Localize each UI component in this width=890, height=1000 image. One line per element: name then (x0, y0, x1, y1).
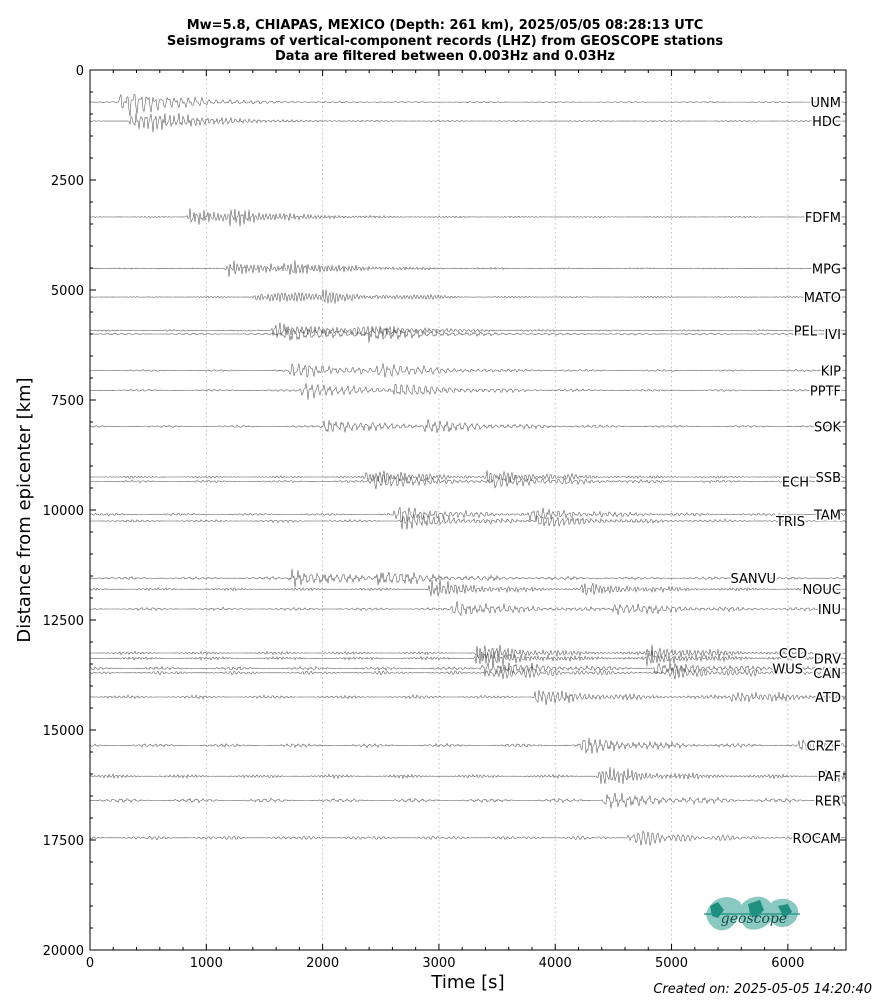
trace-can (89, 665, 847, 680)
trace-tam (89, 506, 847, 523)
axes: 0 1000 2000 3000 4000 5000 6000 0 2500 5000 7500 10… (43, 64, 847, 971)
grid-lines (205, 70, 789, 950)
trace-kip (89, 363, 846, 378)
x-tick-label-0: 0 (86, 956, 94, 971)
trace-sok (89, 419, 847, 433)
station-label-drv: DRV (814, 652, 841, 667)
geoscope-logo: geoscope (704, 896, 800, 931)
y-tick-label-1: 2500 (51, 174, 84, 189)
station-label-ssb: SSB (816, 471, 841, 486)
x-tick-label-2: 2000 (306, 956, 339, 971)
trace-rer (89, 792, 847, 809)
trace-pel (89, 322, 847, 338)
trace-mato (89, 289, 847, 304)
trace-atd (89, 690, 847, 706)
station-label-rocam: ROCAM (793, 832, 841, 847)
station-label-can: CAN (813, 667, 841, 682)
trace-ssb (89, 470, 847, 484)
station-label-ivi: IVI (824, 328, 841, 343)
trace-ivi (89, 326, 847, 343)
trace-wus (89, 659, 847, 677)
trace-sanvu (89, 568, 847, 588)
station-label-inu: INU (818, 603, 841, 618)
x-tick-label-1: 1000 (190, 956, 223, 971)
y-tick-label-5: 12500 (43, 614, 84, 629)
station-label-hdc: HDC (812, 115, 841, 130)
trace-inu (89, 600, 847, 617)
trace-tris (89, 513, 846, 530)
trace-drv (89, 649, 847, 667)
station-label-nouc: NOUC (802, 583, 841, 598)
station-label-kip: KIP (821, 365, 841, 380)
created-timestamp: Created on: 2025-05-05 14:20:40 (653, 982, 872, 997)
trace-ccd (89, 644, 847, 660)
x-tick-label-4: 4000 (539, 956, 572, 971)
y-tick-label-6: 15000 (43, 724, 84, 739)
seismogram-traces (89, 93, 847, 846)
station-label-sanvu: SANVU (730, 572, 776, 587)
y-tick-label-4: 10000 (43, 504, 84, 519)
trace-rocam (89, 830, 847, 846)
station-label-mato: MATO (804, 291, 841, 306)
y-tick-label-3: 7500 (51, 394, 84, 409)
trace-crzf (89, 737, 847, 754)
station-label-wus: WUS (772, 662, 803, 677)
station-label-fdfm: FDFM (805, 211, 841, 226)
trace-mpg (90, 260, 847, 277)
x-tick-label-6: 6000 (771, 956, 804, 971)
station-label-pptf: PPTF (810, 384, 841, 399)
x-tick-label-5: 5000 (655, 956, 688, 971)
station-label-sok: SOK (814, 420, 841, 435)
trace-ech (89, 474, 847, 490)
station-label-tam: TAM (813, 508, 841, 523)
station-label-pel: PEL (794, 324, 818, 339)
station-label-unm: UNM (811, 96, 841, 111)
chart-title: Mw=5.8, CHIAPAS, MEXICO (Depth: 261 km),… (0, 18, 890, 65)
y-tick-label-0: 0 (76, 64, 84, 79)
title-line-2: Seismograms of vertical-component record… (166, 33, 724, 49)
station-labels: UNM HDC FDFM MPG MATO PEL IVI KIP PPTF SOK SSB ECH T… (729, 95, 843, 849)
station-label-crzf: CRZF (807, 739, 842, 754)
x-tick-label-3: 3000 (422, 956, 455, 971)
logo-text: geoscope (721, 911, 787, 927)
station-label-tris: TRIS (775, 515, 805, 530)
station-label-atd: ATD (815, 691, 841, 706)
station-label-paf: PAF (818, 770, 841, 785)
title-line-3: Data are filtered between 0.003Hz and 0.… (274, 49, 616, 64)
trace-nouc (89, 579, 847, 597)
x-axis-label: Time [s] (431, 972, 505, 993)
axes-frame (89, 69, 847, 951)
y-tick-label-2: 5000 (51, 284, 84, 299)
station-label-mpg: MPG (812, 262, 841, 277)
y-tick-label-7: 17500 (43, 834, 84, 849)
trace-pptf (89, 383, 847, 400)
title-line-1: Mw=5.8, CHIAPAS, MEXICO (Depth: 261 km),… (186, 18, 704, 33)
station-label-ech: ECH (782, 475, 809, 490)
y-axis-label: Distance from epicenter [km] (14, 377, 35, 643)
trace-unm (90, 93, 847, 117)
y-tick-label-8: 20000 (43, 944, 84, 959)
trace-hdc (89, 112, 846, 133)
trace-fdfm (89, 208, 847, 227)
trace-paf (89, 766, 847, 785)
station-label-rer: RER (815, 794, 841, 809)
station-label-ccd: CCD (779, 647, 807, 662)
